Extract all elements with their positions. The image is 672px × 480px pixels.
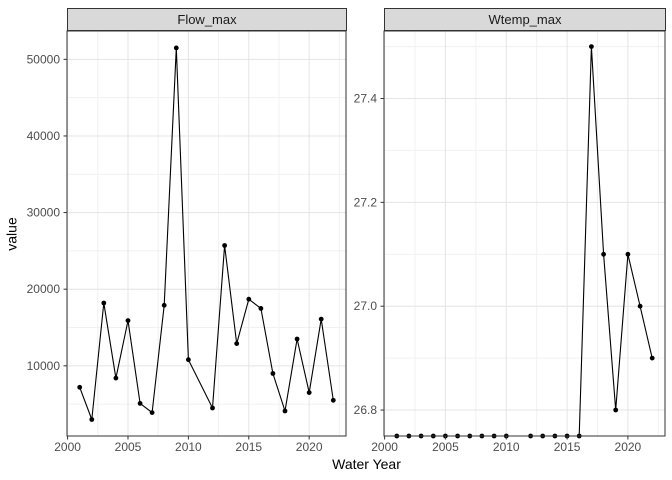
data-point bbox=[625, 251, 631, 257]
data-point bbox=[258, 306, 264, 311]
facet-strip-label: Wtemp_max bbox=[488, 12, 562, 27]
x-axis-title: Water Year bbox=[332, 456, 401, 472]
facet-strip-label: Flow_max bbox=[177, 12, 237, 27]
data-point bbox=[306, 390, 312, 395]
x-tick-label: 2010 bbox=[175, 440, 202, 454]
facet-strip-flow-max: Flow_max bbox=[67, 8, 347, 31]
data-point bbox=[173, 45, 179, 51]
data-point bbox=[234, 341, 240, 346]
panel-border bbox=[383, 30, 666, 437]
data-point bbox=[282, 408, 288, 414]
data-point bbox=[77, 384, 83, 390]
data-point bbox=[637, 303, 643, 309]
panel-background bbox=[384, 31, 665, 436]
data-point bbox=[589, 44, 594, 49]
data-point bbox=[113, 375, 119, 381]
data-point bbox=[613, 407, 619, 413]
y-tick-label: 27.2 bbox=[354, 195, 378, 209]
y-tick-label: 27.0 bbox=[354, 299, 378, 313]
data-point bbox=[318, 316, 324, 322]
facet-strip-wtemp-max: Wtemp_max bbox=[384, 8, 666, 31]
y-tick-label: 26.8 bbox=[354, 403, 378, 417]
data-point bbox=[101, 300, 107, 306]
x-tick-label: 2010 bbox=[493, 440, 520, 454]
x-tick-label: 2005 bbox=[115, 440, 142, 454]
data-point bbox=[137, 401, 143, 406]
data-point bbox=[649, 355, 655, 361]
data-point bbox=[294, 336, 300, 342]
x-tick-label: 2000 bbox=[54, 440, 81, 454]
data-point bbox=[89, 417, 95, 422]
y-tick-label: 10000 bbox=[27, 359, 61, 373]
y-axis-title: value bbox=[4, 216, 20, 251]
data-point bbox=[149, 410, 155, 415]
panel-border bbox=[66, 30, 347, 437]
x-tick-label: 2020 bbox=[615, 440, 642, 454]
x-tick-label: 2015 bbox=[554, 440, 581, 454]
y-tick-label: 30000 bbox=[27, 206, 61, 220]
data-point bbox=[246, 296, 252, 302]
panel-background bbox=[67, 31, 346, 436]
data-point bbox=[210, 405, 215, 411]
data-point bbox=[222, 243, 228, 248]
y-tick-label: 20000 bbox=[27, 282, 61, 296]
y-tick-label: 27.4 bbox=[354, 92, 378, 106]
data-point bbox=[601, 251, 606, 257]
x-tick-label: 2015 bbox=[235, 440, 262, 454]
data-point bbox=[330, 397, 336, 403]
y-tick-label: 40000 bbox=[27, 129, 61, 143]
data-point bbox=[161, 302, 167, 308]
data-point bbox=[186, 357, 191, 363]
data-point bbox=[125, 318, 131, 323]
x-tick-label: 2020 bbox=[296, 440, 323, 454]
x-tick-label: 2005 bbox=[432, 440, 459, 454]
x-tick-label: 2000 bbox=[371, 440, 398, 454]
data-point bbox=[270, 371, 276, 376]
y-tick-label: 50000 bbox=[27, 52, 61, 66]
